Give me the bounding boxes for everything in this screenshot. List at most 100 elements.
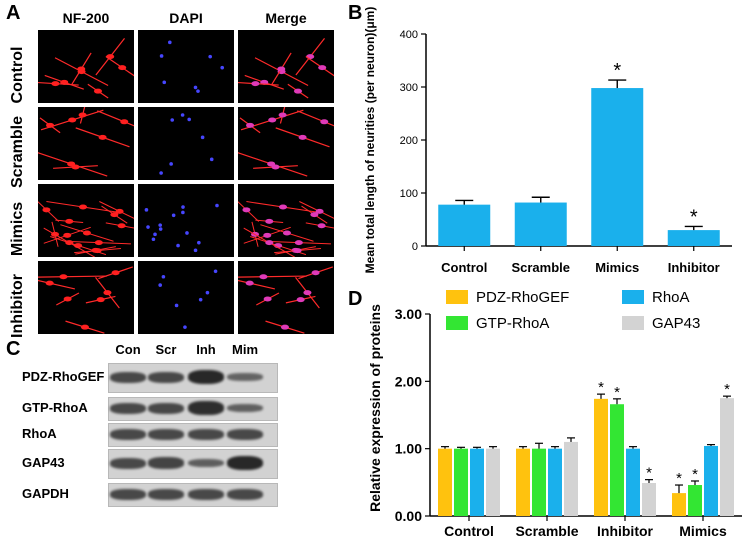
chart-b-ytick-label: 400 [400, 29, 418, 41]
panel-a-letter: A [6, 2, 21, 24]
row-head-inhibitor: Inhibitor [9, 274, 26, 338]
col-head-nf200: NF-200 [62, 10, 110, 26]
blot-lane-label: Scr [155, 342, 177, 357]
protein-expression-chart: 0.00 1.00 2.00 3.00 PDZ-RhoGEF GTP-RhoA RhoA GA… [367, 289, 742, 536]
blot-band [148, 371, 184, 383]
row-head-control: Control [9, 46, 26, 104]
blot-band [148, 488, 184, 500]
chart-b-significance: * [690, 206, 698, 228]
chart-d-bar [516, 448, 530, 516]
chart-b-ytick-label: 300 [400, 82, 418, 94]
col-head-dapi: DAPI [169, 10, 203, 26]
chart-d-category-label: Mimics [679, 523, 727, 536]
blot-protein-label: GTP-RhoA [22, 400, 88, 415]
blot-band [110, 402, 146, 414]
chart-d-legend-swatch [622, 316, 644, 330]
chart-d-bar [626, 448, 640, 516]
blot-protein-label: RhoA [22, 426, 57, 441]
blot-band [188, 369, 224, 385]
micrograph-tile [138, 30, 234, 103]
row-head-scramble: Scramble [9, 115, 26, 189]
blot-band [227, 373, 263, 381]
chart-d-significance: * [598, 379, 604, 396]
chart-d-bar [594, 398, 608, 516]
chart-d-ylabel: Relative expression of proteins [367, 304, 383, 512]
chart-b-category-label: Scramble [511, 260, 570, 275]
blot-band [227, 488, 263, 500]
chart-d-bar [454, 448, 468, 516]
chart-b-bar [514, 202, 567, 246]
chart-d-significance: * [676, 470, 682, 487]
micrograph-tile [238, 261, 334, 334]
chart-d-category-label: Control [444, 523, 494, 536]
blot-band [188, 458, 224, 468]
chart-b-category-label: Inhibitor [668, 260, 720, 275]
micrograph-tile [138, 261, 234, 334]
panel-b-letter: B [348, 2, 363, 24]
chart-d-legend-swatch [446, 290, 468, 304]
chart-b-ylabel: Mean total length of neurities (per neur… [363, 7, 377, 274]
chart-d-legend-label: RhoA [652, 289, 690, 306]
chart-d-significance: * [724, 381, 730, 398]
chart-d-legend-label: PDZ-RhoGEF [476, 289, 569, 306]
chart-b-ytick-label: 100 [400, 188, 418, 200]
blot-band [188, 401, 224, 415]
micrograph-tile [38, 107, 134, 180]
blot-protein-label: GAPDH [22, 486, 69, 501]
chart-b-bar [438, 204, 491, 246]
blot-lane-label: Con [115, 342, 141, 357]
blot-band [110, 371, 146, 383]
chart-b-bar [667, 230, 720, 246]
chart-b-ytick-label: 0 [412, 241, 418, 253]
blot-band [110, 488, 146, 500]
chart-b-ytick-label: 200 [400, 135, 418, 147]
chart-b-category-label: Mimics [595, 260, 639, 275]
chart-d-category-label: Inhibitor [597, 523, 654, 536]
chart-d-bar [704, 445, 718, 516]
micrograph-tile [138, 184, 234, 257]
chart-d-category-label: Scramble [515, 523, 578, 536]
chart-d-ytick-label: 3.00 [395, 306, 422, 322]
chart-d-legend-label: GTP-RhoA [476, 315, 549, 332]
micrograph-tile [238, 30, 334, 103]
chart-d-bar [688, 485, 702, 516]
chart-d-significance: * [646, 465, 652, 482]
chart-d-bar [470, 448, 484, 516]
chart-d-ytick-label: 2.00 [395, 373, 422, 389]
blot-band [227, 455, 263, 471]
chart-d-ytick-label: 0.00 [395, 508, 422, 524]
chart-d-legend-swatch [622, 290, 644, 304]
micrograph-tile [38, 184, 134, 257]
neurite-length-chart: 0 100 200 300 400 Control Scramble Mimics * Inhib… [363, 7, 732, 275]
col-head-merge: Merge [265, 10, 307, 26]
chart-d-legend-swatch [446, 316, 468, 330]
blot-band [148, 402, 184, 414]
chart-d-legend-label: GAP43 [652, 315, 700, 332]
chart-d-bar [642, 483, 656, 516]
chart-d-ytick-label: 1.00 [395, 441, 422, 457]
panel-c-letter: C [6, 338, 21, 360]
chart-b-category-label: Control [441, 260, 487, 275]
micrograph-tile [138, 107, 234, 180]
blot-band [188, 488, 224, 500]
chart-d-bar [610, 404, 624, 516]
chart-b-significance: * [613, 60, 621, 82]
micrograph-tile [38, 30, 134, 103]
chart-d-bar [564, 441, 578, 516]
blot-band [188, 428, 224, 440]
micrograph-tile [238, 184, 334, 257]
chart-d-bar [548, 448, 562, 516]
micrograph-tile [238, 107, 334, 180]
blot-lane-label: Inh [196, 342, 216, 357]
blot-band [110, 457, 146, 469]
row-head-mimics: Mimics [9, 201, 26, 257]
chart-d-bar [532, 448, 546, 516]
blot-lane-label: Mim [232, 342, 258, 357]
chart-d-significance: * [692, 466, 698, 483]
micrograph-tile [38, 261, 134, 334]
blot-band [110, 428, 146, 440]
blot-protein-label: GAP43 [22, 455, 65, 470]
chart-d-bar [720, 398, 734, 516]
chart-d-bar [438, 448, 452, 516]
blot-protein-label: PDZ-RhoGEF [22, 369, 105, 384]
